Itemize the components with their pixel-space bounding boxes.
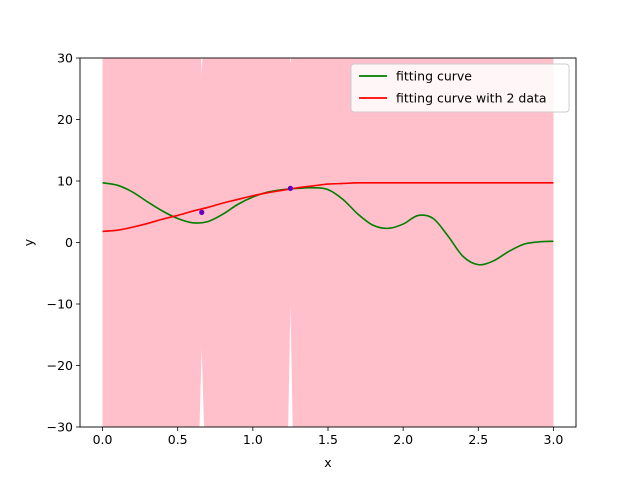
x-tick-label: 3.0 xyxy=(544,432,564,447)
series-line-fitting-curve xyxy=(102,182,554,266)
confidence-band-gap xyxy=(289,58,292,65)
legend-label-fitting-curve: fitting curve xyxy=(396,69,472,84)
x-axis-ticks: 0.0 0.5 1.0 1.5 2.0 2.5 3.0 xyxy=(93,427,564,447)
legend-box xyxy=(350,63,570,113)
data-point xyxy=(287,185,294,191)
x-tick-label: 2.5 xyxy=(468,432,488,447)
data-point xyxy=(199,209,205,215)
x-tick-label: 1.0 xyxy=(243,432,263,447)
y-tick-label: 30 xyxy=(57,51,73,66)
confidence-band-gap xyxy=(288,304,293,427)
y-axis-label: y xyxy=(21,238,36,246)
legend: fitting curve fitting curve with 2 data xyxy=(350,63,570,113)
y-tick-label: 10 xyxy=(57,174,73,189)
y-tick-label: −10 xyxy=(47,297,73,312)
y-tick-label: 0 xyxy=(65,235,73,250)
confidence-band-area xyxy=(102,58,554,427)
y-tick-label: −30 xyxy=(47,420,73,435)
confidence-band-gap xyxy=(201,58,203,77)
confidence-band xyxy=(102,58,554,427)
legend-label-fitting-curve-with-2-data: fitting curve with 2 data xyxy=(396,91,547,106)
x-tick-label: 1.5 xyxy=(318,432,338,447)
confidence-band-gap xyxy=(199,347,204,427)
data-points xyxy=(199,185,294,215)
y-tick-label: 20 xyxy=(57,112,73,127)
y-tick-label: −20 xyxy=(47,358,73,373)
y-axis-ticks: −30 −20 −10 0 10 20 30 xyxy=(47,51,80,435)
x-tick-label: 2.0 xyxy=(393,432,413,447)
x-tick-label: 0.5 xyxy=(168,432,188,447)
x-tick-label: 0.0 xyxy=(93,432,113,447)
x-axis-label: x xyxy=(324,455,331,470)
